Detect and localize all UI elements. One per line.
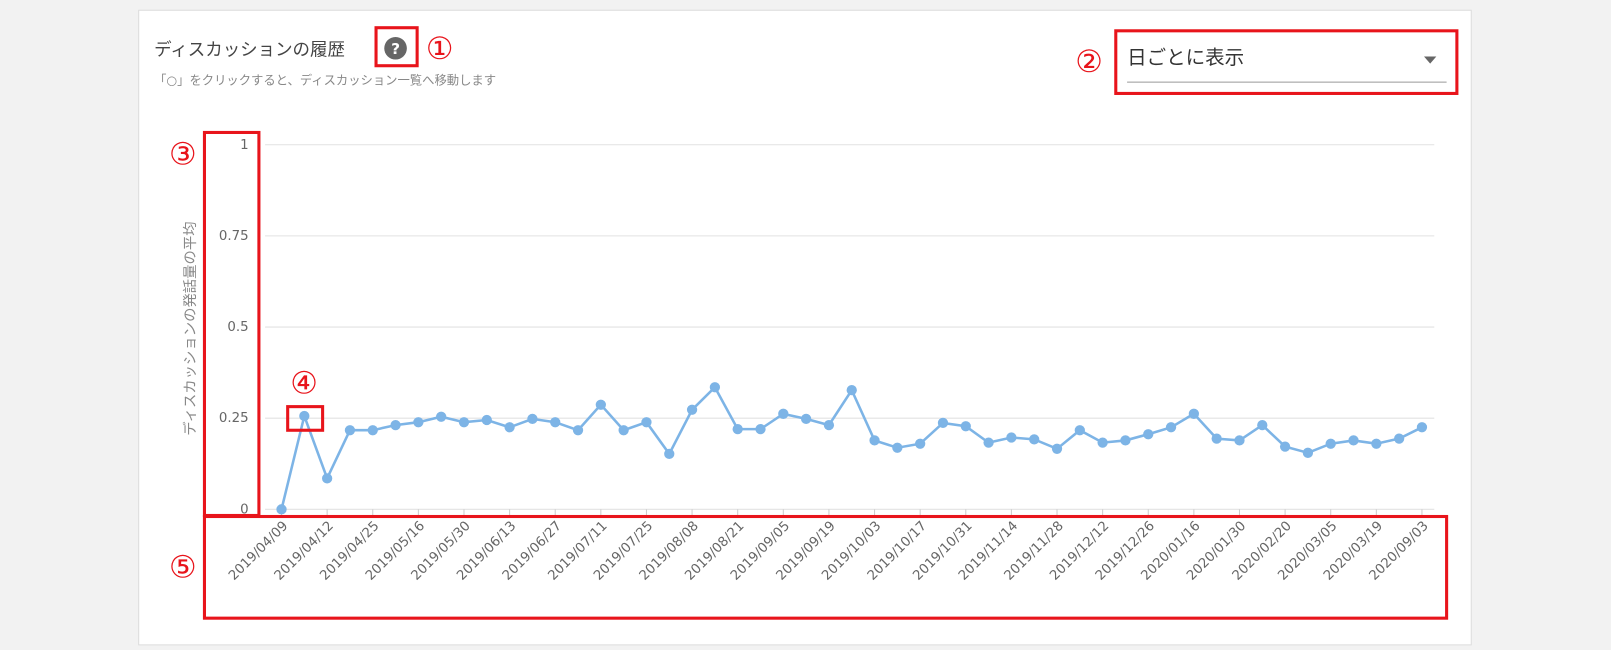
data-point[interactable] bbox=[823, 419, 835, 431]
data-point[interactable] bbox=[1188, 408, 1200, 419]
annotation-box bbox=[1114, 29, 1459, 95]
data-point[interactable] bbox=[1371, 438, 1382, 449]
data-point[interactable] bbox=[481, 414, 492, 426]
data-point[interactable] bbox=[892, 442, 903, 453]
data-point[interactable] bbox=[550, 417, 561, 428]
data-point[interactable] bbox=[937, 417, 949, 429]
data-point[interactable] bbox=[641, 417, 652, 428]
data-point[interactable] bbox=[618, 425, 629, 436]
data-point[interactable] bbox=[960, 421, 971, 432]
data-point[interactable] bbox=[1257, 419, 1268, 431]
data-point[interactable] bbox=[778, 408, 789, 419]
data-point[interactable] bbox=[1097, 437, 1108, 448]
data-point[interactable] bbox=[1051, 443, 1063, 454]
data-point[interactable] bbox=[1234, 435, 1245, 446]
dropdown-value[interactable]: 日ごとに表示 bbox=[1127, 46, 1244, 69]
data-point[interactable] bbox=[915, 438, 926, 449]
annotation-label: ⑤ bbox=[169, 549, 197, 585]
help-icon-glyph[interactable]: ? bbox=[391, 40, 400, 58]
y-tick-label: 0 bbox=[240, 502, 249, 517]
data-point[interactable] bbox=[732, 423, 743, 435]
data-point[interactable] bbox=[664, 448, 675, 460]
data-point[interactable] bbox=[504, 422, 515, 433]
y-tick-label: 0.5 bbox=[227, 320, 248, 335]
annotation-box bbox=[202, 514, 1449, 620]
data-point[interactable] bbox=[800, 413, 812, 425]
data-point[interactable] bbox=[367, 425, 378, 436]
data-point[interactable] bbox=[276, 504, 287, 515]
y-tick-label: 0.25 bbox=[219, 411, 249, 426]
annotation-box bbox=[286, 405, 325, 432]
help-icon[interactable] bbox=[384, 36, 407, 60]
data-point[interactable] bbox=[755, 423, 766, 435]
y-tick-label: 1 bbox=[240, 138, 249, 153]
annotation-label: ① bbox=[426, 31, 454, 67]
annotation-box bbox=[374, 26, 419, 68]
data-point[interactable] bbox=[1325, 438, 1336, 449]
annotation-label: ② bbox=[1075, 44, 1103, 80]
data-point[interactable] bbox=[458, 417, 470, 428]
annotations: ① ② ③ ④ ⑤ bbox=[169, 26, 1459, 620]
data-point[interactable] bbox=[390, 419, 401, 431]
data-point[interactable] bbox=[527, 413, 538, 425]
data-point[interactable] bbox=[1165, 422, 1177, 433]
annotation-label: ④ bbox=[290, 366, 318, 402]
y-axis-title: ディスカッションの発話量の平均 bbox=[181, 221, 199, 435]
dropdown[interactable]: 日ごとに表示 bbox=[1127, 46, 1447, 83]
data-point[interactable] bbox=[321, 473, 333, 484]
dropdown-arrow[interactable] bbox=[1424, 56, 1437, 64]
data-point[interactable] bbox=[1074, 425, 1085, 436]
data-point[interactable] bbox=[572, 425, 584, 436]
data-point[interactable] bbox=[709, 382, 721, 393]
data-point[interactable] bbox=[1029, 434, 1040, 445]
data-point[interactable] bbox=[869, 435, 880, 446]
data-point[interactable] bbox=[1348, 435, 1359, 446]
data-point[interactable] bbox=[1394, 433, 1405, 444]
data-point[interactable] bbox=[1006, 432, 1017, 443]
data-point[interactable] bbox=[1211, 433, 1222, 444]
data-point[interactable] bbox=[1302, 447, 1314, 458]
data-point[interactable] bbox=[983, 437, 994, 448]
data-point[interactable] bbox=[595, 399, 606, 410]
data-point[interactable] bbox=[299, 410, 310, 422]
data-point[interactable] bbox=[413, 417, 424, 428]
data-point[interactable] bbox=[344, 425, 356, 436]
data-point[interactable] bbox=[1416, 422, 1428, 433]
panel-title: ディスカッションの履歴 bbox=[154, 39, 345, 60]
data-point[interactable] bbox=[686, 404, 698, 415]
data-point[interactable] bbox=[1120, 435, 1131, 446]
data-point[interactable] bbox=[1279, 441, 1291, 452]
data-point[interactable] bbox=[846, 384, 857, 396]
subtitle: 「○」をクリックすると、ディスカッション一覧へ移動します bbox=[154, 73, 496, 88]
data-point[interactable] bbox=[1143, 429, 1154, 440]
y-tick-label: 0.75 bbox=[219, 229, 249, 244]
data-point[interactable] bbox=[436, 411, 447, 422]
annotation-label: ③ bbox=[169, 137, 197, 173]
